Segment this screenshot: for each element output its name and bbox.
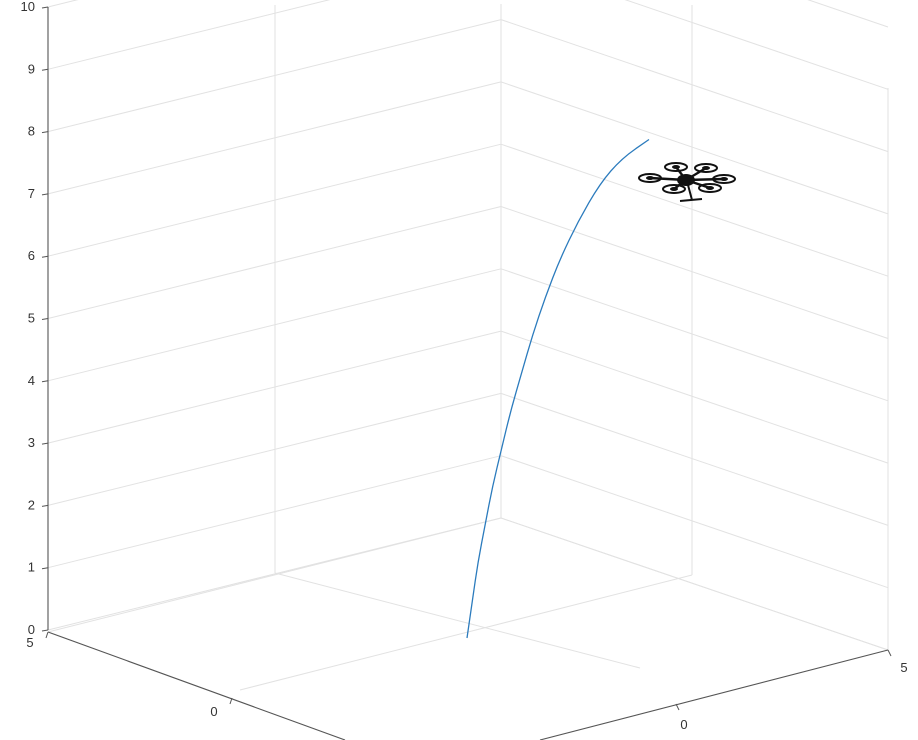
- z-tick-mark: [41, 193, 49, 196]
- grid-line-right-wall: [500, 268, 889, 402]
- left-tick-mark: [229, 697, 233, 705]
- grid-line-floor: [47, 517, 502, 633]
- grid-line-right-wall: [807, 0, 889, 28]
- drone-rotor-hub: [706, 186, 714, 190]
- z-tick-label: 0: [28, 622, 35, 637]
- drone-rotor-hub: [702, 166, 710, 170]
- drone-body: [677, 174, 695, 186]
- right-tick-mark: [887, 649, 892, 657]
- drone-rotor-hub: [670, 187, 678, 191]
- z-tick-label: 10: [21, 0, 35, 14]
- trajectory: [466, 138, 650, 639]
- grid-line-right-wall: [500, 81, 889, 215]
- drone-landing-gear: [687, 184, 693, 201]
- grid-line-right-wall: [500, 143, 889, 277]
- drone-rotor: [662, 184, 686, 194]
- z-tick-label: 9: [28, 61, 35, 76]
- z-tick-mark: [41, 442, 49, 445]
- left-tick-label: 5: [26, 635, 33, 650]
- z-tick-mark: [41, 6, 49, 9]
- grid-line-floor: [239, 574, 693, 691]
- z-tick-label: 2: [28, 497, 35, 512]
- grid-line-floor: [500, 517, 889, 651]
- z-tick-label: 6: [28, 248, 35, 263]
- axis-lines: [41, 6, 892, 740]
- z-tick-label: 1: [28, 560, 35, 575]
- drone-rotor: [638, 173, 662, 183]
- z-tick-mark: [41, 504, 49, 507]
- grid-line-right-wall: [500, 19, 889, 153]
- left-axis-line: [47, 631, 346, 740]
- left-tick-label: 0: [210, 704, 217, 719]
- trajectory-line: [466, 138, 650, 639]
- right-tick-label: 0: [680, 717, 687, 732]
- z-tick-mark: [41, 131, 49, 134]
- drone-rotor: [712, 174, 736, 184]
- drone-rotor-hub: [646, 176, 654, 180]
- left-tick-mark: [45, 631, 49, 639]
- z-tick-mark: [41, 629, 49, 632]
- z-tick-label: 3: [28, 435, 35, 450]
- drone-landing-skid: [679, 198, 703, 202]
- right-tick-label: 5: [900, 660, 907, 675]
- grid-line-right-wall: [624, 0, 889, 90]
- grid-line-right-wall: [500, 392, 889, 526]
- z-tick-label: 8: [28, 124, 35, 139]
- z-tick-label: 7: [28, 186, 35, 201]
- drone-rotor: [694, 163, 718, 173]
- z-tick-mark: [41, 255, 49, 258]
- z-tick-label: 4: [28, 373, 35, 388]
- grid-line-floor: [274, 572, 641, 669]
- z-tick-mark: [41, 318, 49, 320]
- grid-line-right-wall: [500, 330, 889, 464]
- drone-rotor: [698, 183, 722, 193]
- z-tick-mark: [41, 380, 49, 383]
- grid-line-right-wall: [500, 206, 889, 339]
- quadcopter-drone-icon: [638, 162, 736, 202]
- right-tick-mark: [675, 703, 680, 711]
- grid-line-right-wall: [500, 455, 889, 589]
- z-tick-mark: [41, 567, 49, 570]
- grid-lines: [47, 0, 889, 691]
- z-tick-mark: [41, 68, 49, 71]
- right-axis-line: [539, 649, 889, 740]
- z-tick-label: 5: [28, 311, 35, 326]
- drone-rotor-hub: [672, 165, 680, 169]
- drone-rotor-hub: [720, 177, 728, 181]
- drone-rotor: [664, 162, 688, 172]
